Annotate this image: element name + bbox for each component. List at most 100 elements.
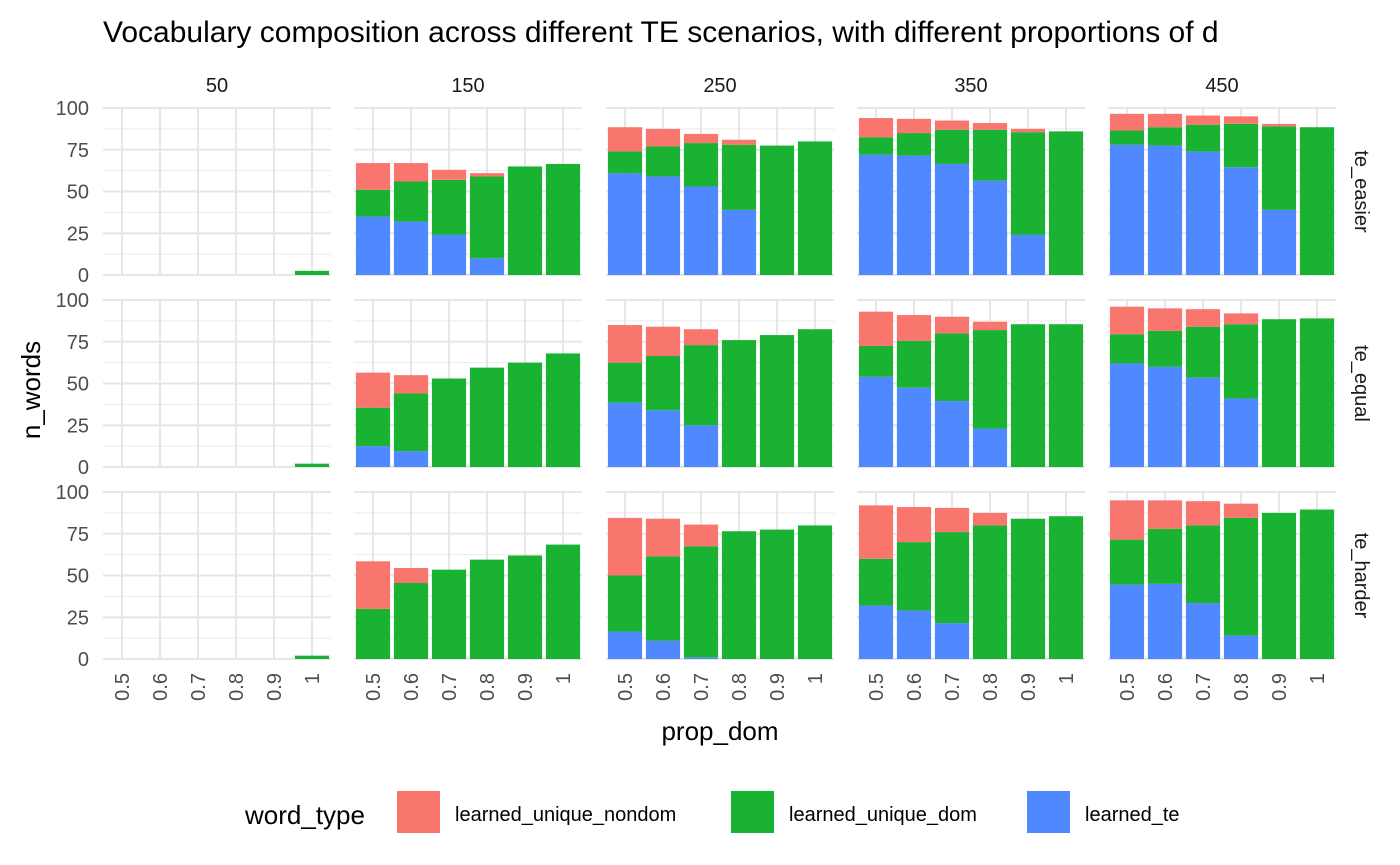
bar-learned_unique_dom xyxy=(355,407,391,447)
facet-panel-te_harder-250 xyxy=(606,491,834,660)
chart-title: Vocabulary composition across different … xyxy=(103,16,1219,49)
bar-learned_unique_dom xyxy=(896,340,932,388)
x-tick-label: 0.7 xyxy=(188,673,210,701)
bar-learned_unique_dom xyxy=(294,270,330,275)
bar-learned_unique_dom xyxy=(545,544,581,659)
x-tick-label: 0.6 xyxy=(401,673,423,701)
bar-learned_unique_dom xyxy=(972,330,1008,429)
bar-learned_unique_dom xyxy=(1147,127,1183,146)
x-tick-label: 0.5 xyxy=(112,673,134,701)
bar-learned_unique_nondom xyxy=(393,375,429,394)
y-tick-label: 75 xyxy=(67,332,89,354)
bar-learned_unique_nondom xyxy=(1261,123,1297,127)
facet-panel-te_easier-250 xyxy=(606,107,834,276)
bar-learned_unique_dom xyxy=(1223,324,1259,399)
x-tick-label: 1 xyxy=(805,673,827,684)
x-tick-label: 0.8 xyxy=(226,673,248,701)
y-tick-label: 50 xyxy=(67,566,89,588)
bar-learned_te xyxy=(683,425,719,467)
bar-learned_unique_nondom xyxy=(934,507,970,533)
bar-learned_unique_dom xyxy=(721,340,757,467)
facet-panel-te_equal-150 xyxy=(354,299,582,468)
bar-learned_unique_nondom xyxy=(607,325,643,363)
x-tick-label: 1 xyxy=(1307,673,1329,684)
y-tick-label: 50 xyxy=(67,374,89,396)
x-tick-label: 0.9 xyxy=(1018,673,1040,701)
bar-learned_te xyxy=(721,209,757,275)
x-tick-label: 0.5 xyxy=(1117,673,1139,701)
bar-learned_unique_dom xyxy=(858,137,894,155)
bar-learned_te xyxy=(934,401,970,467)
bar-learned_unique_dom xyxy=(1109,334,1145,364)
bar-learned_te xyxy=(683,657,719,659)
facet-panel-te_equal-50 xyxy=(103,299,331,468)
bar-learned_unique_nondom xyxy=(721,139,757,145)
bar-learned_te xyxy=(355,446,391,467)
bar-learned_unique_dom xyxy=(1299,127,1335,275)
bar-learned_unique_dom xyxy=(797,525,833,659)
bar-learned_unique_dom xyxy=(393,393,429,452)
bar-learned_unique_dom xyxy=(393,583,429,659)
bar-learned_te xyxy=(1109,144,1145,275)
bar-learned_te xyxy=(1185,151,1221,275)
bar-learned_te xyxy=(1185,377,1221,467)
bar-learned_unique_dom xyxy=(1185,124,1221,152)
bar-learned_unique_dom xyxy=(1223,517,1259,636)
bar-learned_unique_nondom xyxy=(1223,313,1259,325)
bar-learned_unique_dom xyxy=(934,333,970,402)
y-tick-label: 100 xyxy=(56,98,89,120)
x-tick-label: 0.5 xyxy=(615,673,637,701)
bar-learned_unique_dom xyxy=(797,329,833,467)
bar-learned_unique_dom xyxy=(1261,512,1297,659)
bar-learned_te xyxy=(1109,363,1145,467)
facet-row-label: te_harder xyxy=(1350,533,1372,619)
bar-learned_te xyxy=(393,221,429,275)
bar-learned_unique_nondom xyxy=(355,561,391,609)
bar-learned_unique_nondom xyxy=(896,315,932,341)
bar-learned_unique_nondom xyxy=(972,321,1008,331)
legend-label: learned_unique_nondom xyxy=(455,804,676,826)
x-tick-label: 0.9 xyxy=(264,673,286,701)
y-tick-label: 0 xyxy=(78,265,89,287)
bar-learned_te xyxy=(469,258,505,275)
bar-learned_unique_nondom xyxy=(607,517,643,576)
facet-row-label: te_equal xyxy=(1350,345,1372,422)
x-tick-label: 0.8 xyxy=(1231,673,1253,701)
bar-learned_unique_dom xyxy=(607,362,643,403)
bar-learned_unique_dom xyxy=(858,345,894,377)
bar-learned_te xyxy=(431,234,467,275)
bar-learned_unique_nondom xyxy=(683,524,719,547)
bar-learned_unique_nondom xyxy=(683,329,719,346)
bar-learned_unique_nondom xyxy=(645,128,681,147)
bar-learned_unique_dom xyxy=(1299,509,1335,659)
bar-learned_te xyxy=(1185,603,1221,659)
x-tick-label: 0.7 xyxy=(691,673,713,701)
bar-learned_te xyxy=(858,605,894,659)
x-tick-label: 1 xyxy=(553,673,575,684)
bar-learned_te xyxy=(1223,167,1259,275)
facet-col-label: 350 xyxy=(954,75,987,97)
facet-panel-te_equal-350 xyxy=(857,299,1085,468)
bar-learned_unique_nondom xyxy=(858,118,894,138)
bar-learned_unique_dom xyxy=(1010,132,1046,235)
bar-learned_unique_nondom xyxy=(431,169,467,180)
bar-learned_unique_dom xyxy=(431,179,467,235)
bar-learned_unique_nondom xyxy=(1109,113,1145,131)
facet-panel-te_equal-450 xyxy=(1108,299,1336,468)
bar-learned_te xyxy=(1223,635,1259,659)
y-tick-label: 25 xyxy=(67,415,89,437)
bar-learned_te xyxy=(607,631,643,659)
x-tick-label: 0.7 xyxy=(439,673,461,701)
bar-learned_unique_dom xyxy=(759,529,795,659)
bar-learned_te xyxy=(934,623,970,659)
bar-learned_unique_dom xyxy=(934,532,970,624)
bar-learned_te xyxy=(393,451,429,467)
bar-learned_unique_dom xyxy=(1048,516,1084,659)
bar-learned_unique_dom xyxy=(721,144,757,210)
x-tick-label: 0.7 xyxy=(1193,673,1215,701)
bar-learned_te xyxy=(896,610,932,659)
y-tick-label: 25 xyxy=(67,607,89,629)
facet-panel-te_easier-50 xyxy=(103,107,331,276)
bar-learned_te xyxy=(858,154,894,275)
